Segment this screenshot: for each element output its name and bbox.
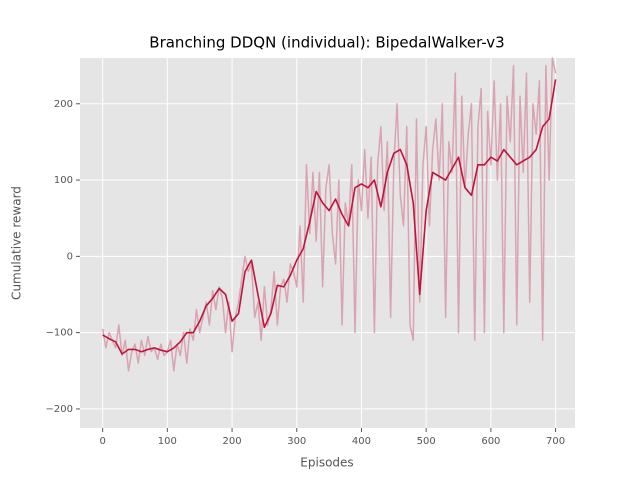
x-tick-label: 200 [223,436,242,447]
data-line [101,57,557,372]
x-tick-label: 0 [99,436,105,447]
y-tick-label: 0 [67,251,73,262]
chart-title: Branching DDQN (individual): BipedalWalk… [149,34,504,52]
x-tick-label: 100 [158,436,177,447]
y-tick-label: −100 [46,328,73,339]
y-tick-label: −200 [46,404,73,415]
y-axis-label: Cumulative reward [10,186,24,300]
x-tick-label: 600 [481,436,500,447]
y-tick-label: 200 [54,99,73,110]
y-tick-label: 100 [54,175,73,186]
data-line [102,79,557,355]
x-tick-label: 400 [352,436,371,447]
x-tick-label: 700 [546,436,565,447]
x-tick-label: 500 [417,436,436,447]
x-axis-label: Episodes [300,456,353,470]
x-tick-label: 300 [287,436,306,447]
